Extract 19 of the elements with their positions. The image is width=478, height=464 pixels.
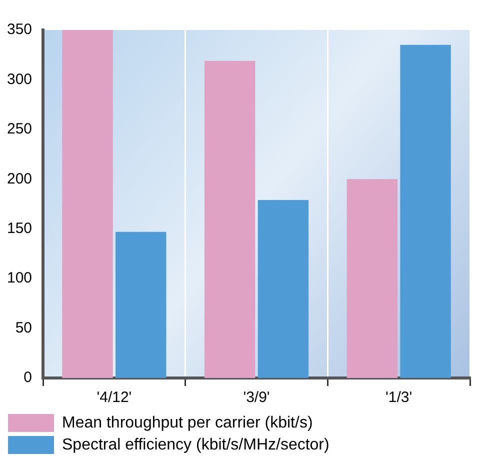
y-tick-label: 250 [6, 120, 32, 138]
bar [62, 30, 113, 378]
y-tick-label: 50 [15, 319, 32, 336]
y-tick-label: 0 [24, 369, 32, 386]
x-tick-label: '1/3' [386, 389, 412, 406]
x-tick-label: '4/12' [96, 389, 132, 406]
legend-label: Spectral efficiency (kbit/s/MHz/sector) [62, 436, 330, 454]
bar [258, 200, 309, 378]
x-tick-label: '3/9' [243, 389, 270, 406]
bar [400, 44, 451, 378]
y-tick-label: 300 [6, 70, 32, 88]
y-tick-label: 350 [6, 21, 32, 38]
y-tick-label: 150 [6, 220, 32, 237]
y-tick-label: 100 [6, 270, 32, 287]
bar [116, 232, 166, 378]
bar [346, 179, 398, 378]
legend-label: Mean throughput per carrier (kbit/s) [62, 414, 313, 432]
bar [204, 60, 256, 378]
y-tick-label: 200 [6, 170, 32, 188]
